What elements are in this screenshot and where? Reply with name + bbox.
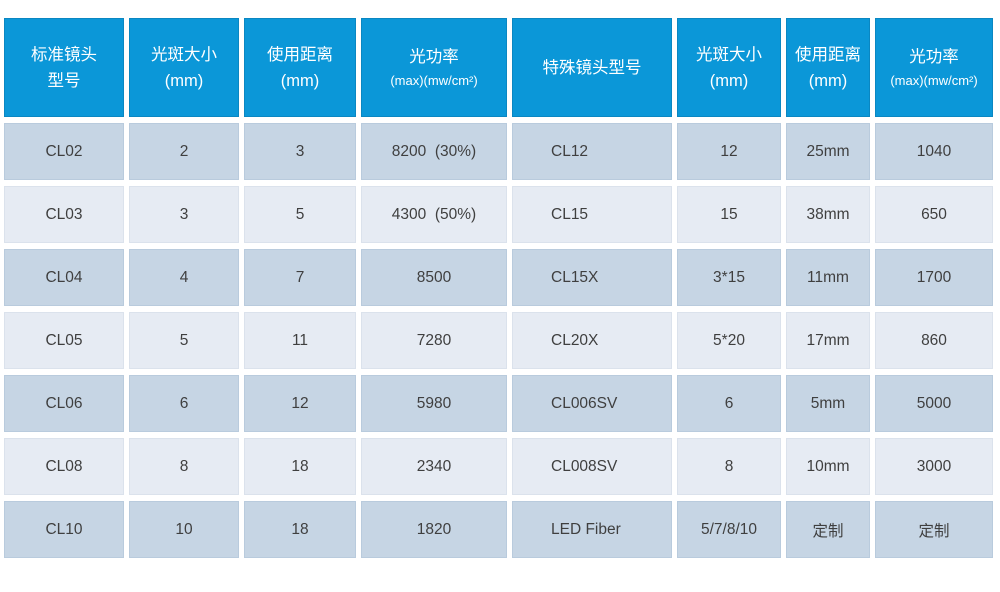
table-cell: 6 [129, 375, 239, 432]
table-cell: 5/7/8/10 [677, 501, 781, 558]
table-cell: CL12 [512, 123, 672, 180]
table-cell: 4300 (50%) [361, 186, 507, 243]
table-cell: 5*20 [677, 312, 781, 369]
table-cell: 860 [875, 312, 993, 369]
header-unit-label: (max)(mw/cm²) [390, 72, 478, 88]
table-cell: 3 [129, 186, 239, 243]
table-cell: 650 [875, 186, 993, 243]
table-cell: CL08 [4, 438, 124, 495]
table-cell: 17mm [786, 312, 870, 369]
table-cell: CL20X [512, 312, 672, 369]
table-cell: 12 [244, 375, 356, 432]
header-label: 使用距离 [795, 45, 861, 64]
table-cell: CL03 [4, 186, 124, 243]
table-cell: 18 [244, 501, 356, 558]
header-special-spot-size: 光斑大小 (mm) [677, 18, 781, 117]
table-cell: 5000 [875, 375, 993, 432]
header-label: 特殊镜头型号 [542, 58, 642, 77]
table-cell: CL15X [512, 249, 672, 306]
table-cell: 定制 [875, 501, 993, 558]
header-label: 标准镜头 [31, 45, 97, 64]
table-cell: CL008SV [512, 438, 672, 495]
header-special-power: 光功率 (max)(mw/cm²) [875, 18, 993, 117]
table-cell: 8 [677, 438, 781, 495]
table-cell: 3000 [875, 438, 993, 495]
table-cell: 7 [244, 249, 356, 306]
header-standard-model: 标准镜头 型号 [4, 18, 124, 117]
table-cell: 2 [129, 123, 239, 180]
table-cell: 5mm [786, 375, 870, 432]
table-cell: 8 [129, 438, 239, 495]
table-cell: 7280 [361, 312, 507, 369]
table-cell: CL05 [4, 312, 124, 369]
header-unit-label: (mm) [164, 71, 204, 90]
table-cell: CL10 [4, 501, 124, 558]
table-cell: 1700 [875, 249, 993, 306]
table-cell: CL02 [4, 123, 124, 180]
table-cell: 8200 (30%) [361, 123, 507, 180]
header-special-model: 特殊镜头型号 [512, 18, 672, 117]
table-cell: CL15 [512, 186, 672, 243]
table-cell: 10mm [786, 438, 870, 495]
header-special-distance: 使用距离 (mm) [786, 18, 870, 117]
header-unit-label: (mm) [808, 71, 848, 90]
table-cell: 3 [244, 123, 356, 180]
table-cell: 2340 [361, 438, 507, 495]
table-cell: 3*15 [677, 249, 781, 306]
table-cell: 10 [129, 501, 239, 558]
header-standard-distance: 使用距离 (mm) [244, 18, 356, 117]
header-standard-power: 光功率 (max)(mw/cm²) [361, 18, 507, 117]
table-cell: 15 [677, 186, 781, 243]
table-cell: 5 [129, 312, 239, 369]
table-cell: 6 [677, 375, 781, 432]
table-cell: 11mm [786, 249, 870, 306]
table-cell: 定制 [786, 501, 870, 558]
header-label: 光斑大小 [696, 45, 762, 64]
header-label: 光斑大小 [151, 45, 217, 64]
lens-spec-table: 标准镜头 型号 光斑大小 (mm) 使用距离 (mm) 光功率 (max)(mw… [4, 18, 993, 558]
header-label: 光功率 [909, 47, 959, 66]
table-cell: CL04 [4, 249, 124, 306]
header-standard-spot-size: 光斑大小 (mm) [129, 18, 239, 117]
table-cell: 18 [244, 438, 356, 495]
table-cell: CL06 [4, 375, 124, 432]
table-cell: 25mm [786, 123, 870, 180]
table-cell: 5 [244, 186, 356, 243]
header-label: 使用距离 [267, 45, 333, 64]
table-cell: 1040 [875, 123, 993, 180]
table-cell: 11 [244, 312, 356, 369]
table-cell: 1820 [361, 501, 507, 558]
header-label: 型号 [47, 71, 81, 90]
header-label: 光功率 [409, 47, 459, 66]
table-cell: LED Fiber [512, 501, 672, 558]
table-cell: CL006SV [512, 375, 672, 432]
table-cell: 38mm [786, 186, 870, 243]
header-unit-label: (mm) [709, 71, 749, 90]
header-unit-label: (max)(mw/cm²) [890, 72, 978, 88]
table-cell: 12 [677, 123, 781, 180]
table-cell: 5980 [361, 375, 507, 432]
header-unit-label: (mm) [280, 71, 320, 90]
table-cell: 8500 [361, 249, 507, 306]
table-cell: 4 [129, 249, 239, 306]
